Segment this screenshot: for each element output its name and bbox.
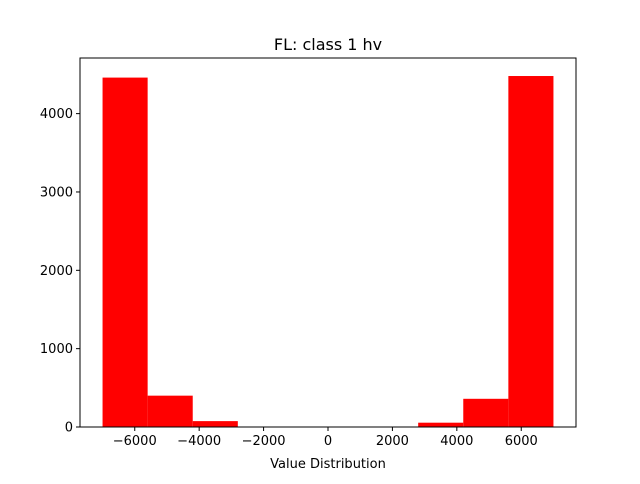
plot-frame: [79, 57, 577, 428]
x-tick-label: −6000: [113, 434, 157, 449]
histogram-bar-8: [463, 398, 509, 427]
x-tick-label: −4000: [177, 434, 221, 449]
x-tick-label: −2000: [242, 434, 286, 449]
y-axis-ticks: 0 1000 2000 3000 4000: [40, 107, 80, 436]
y-tick-label: 3000: [40, 185, 73, 200]
x-axis-ticks: −6000 −4000 −2000 0 2000 4000 6000: [113, 427, 538, 449]
x-tick-label: 4000: [440, 434, 473, 449]
y-tick-label: 0: [65, 421, 73, 436]
y-tick-label: 4000: [40, 107, 73, 122]
bars-layer: [102, 76, 554, 428]
x-tick-label: 0: [324, 434, 332, 449]
x-axis-label: Value Distribution: [270, 457, 386, 472]
histogram-bar-2: [192, 421, 238, 427]
chart-title: FL: class 1 hv: [274, 35, 382, 54]
histogram-bar-7: [418, 422, 464, 427]
x-tick-label: 2000: [376, 434, 409, 449]
x-tick-label: 6000: [505, 434, 538, 449]
y-tick-label: 1000: [40, 342, 73, 357]
histogram-bar-9: [508, 76, 554, 428]
histogram-bar-1: [147, 395, 193, 427]
y-tick-label: 2000: [40, 264, 73, 279]
histogram-bar-0: [102, 77, 148, 427]
